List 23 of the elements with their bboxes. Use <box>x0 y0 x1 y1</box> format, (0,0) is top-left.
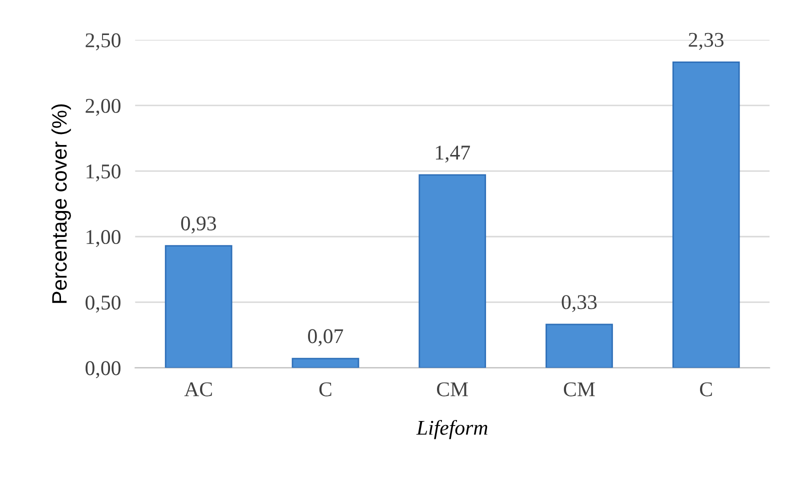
x-tick-label: C <box>700 382 712 396</box>
x-tick-label: CM <box>437 382 468 396</box>
data-label: 0,93 <box>181 216 216 234</box>
x-axis-title: Lifeform <box>416 420 488 440</box>
y-tick-label: 1,50 <box>86 164 120 182</box>
x-tick-label: CM <box>564 382 595 396</box>
bar <box>546 324 613 368</box>
x-tick-label: AC <box>184 382 212 396</box>
y-tick-label: 0,50 <box>86 296 120 313</box>
bar <box>672 62 740 368</box>
data-label: 0,07 <box>308 329 344 346</box>
bar <box>164 245 232 368</box>
data-label: 1,47 <box>436 146 470 163</box>
y-tick-label: 2,50 <box>86 33 120 50</box>
bar <box>292 358 360 368</box>
y-tick-label: 0,00 <box>86 361 120 378</box>
y-axis-title: Percentage cover (%) <box>51 104 71 303</box>
bar <box>418 174 486 368</box>
data-label: 2,33 <box>688 32 724 50</box>
x-tick-label: C <box>319 382 332 396</box>
data-label: 0,33 <box>562 295 597 312</box>
y-tick-label: 2,00 <box>86 98 120 116</box>
y-tick-label: 1,00 <box>86 230 120 248</box>
